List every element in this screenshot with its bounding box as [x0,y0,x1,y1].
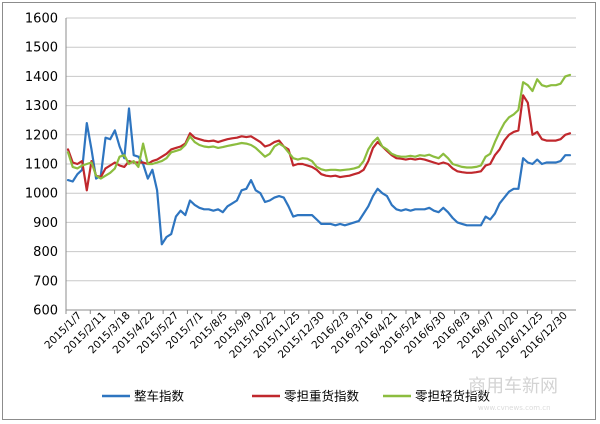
series-line-3 [66,73,572,180]
y-tick-label: 1600 [25,12,58,27]
y-tick-label: 1000 [25,187,58,202]
y-tick-label: 800 [33,245,58,260]
y-tick-label: 1300 [25,99,58,114]
series-lines [66,73,572,246]
y-tick-label: 1500 [25,41,58,56]
watermark-url: www.cvnews.com.cn [478,404,551,412]
y-tick-label: 1100 [25,158,58,173]
series-line-1 [66,107,572,246]
y-tick-label: 600 [33,304,58,319]
legend-label-2: 零担重货指数 [284,389,360,404]
watermark-text: 商用车新网 [468,376,558,397]
y-tick-label: 700 [33,274,58,289]
axes [65,18,576,314]
y-tick-label: 1400 [25,70,58,85]
legend: 整车指数 零担重货指数 零担轻货指数 [102,389,491,404]
legend-label-1: 整车指数 [134,389,185,404]
x-tick-labels: 2015/1/72015/2/112015/3/182015/4/222015/… [42,309,570,361]
watermark: 商用车新网 www.cvnews.com.cn [468,376,558,412]
legend-label-3: 零担轻货指数 [415,389,491,404]
y-tick-labels: 600 700 800 900 1000 1100 1200 1300 1400 1500 1600 [25,12,58,319]
series-line-2 [66,94,572,192]
y-tick-label: 1200 [25,128,58,143]
gridlines [66,17,576,282]
y-tick-label: 900 [33,216,58,231]
